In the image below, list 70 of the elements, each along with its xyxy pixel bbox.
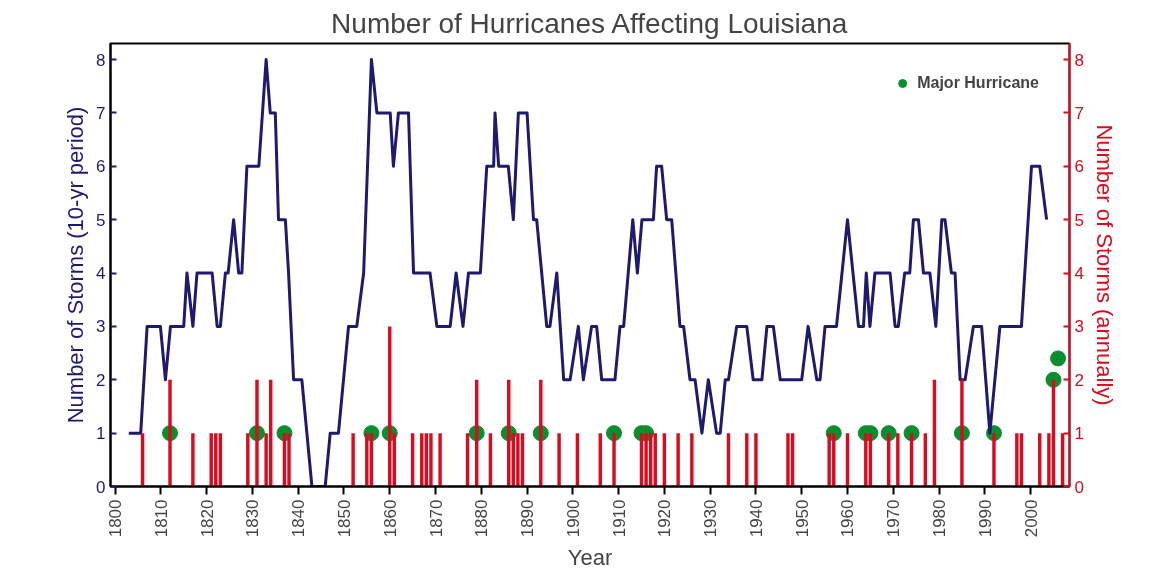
bar <box>168 379 172 487</box>
y2-tick-label: 6 <box>1074 157 1084 177</box>
y2-axis-title: Number of Storms (annually) <box>1091 124 1117 406</box>
x-tick-label: 1910 <box>609 499 629 538</box>
bar <box>365 433 369 487</box>
y-tick-label: 8 <box>96 50 106 70</box>
x-tick-label: 1860 <box>380 499 400 538</box>
x-tick-label: 1820 <box>197 499 217 538</box>
bar <box>1015 433 1019 487</box>
bar <box>557 433 561 487</box>
x-tick-label: 1950 <box>792 499 812 538</box>
line-series <box>127 58 1049 487</box>
bar <box>539 379 543 487</box>
bar <box>827 433 831 487</box>
x-tick-label: 1920 <box>655 499 675 538</box>
chart-title: Number of Hurricanes Affecting Louisiana <box>331 7 848 39</box>
y2-tick-label: 2 <box>1074 370 1084 390</box>
bar <box>786 433 790 487</box>
y2-tick-label: 1 <box>1074 424 1084 444</box>
y2-tick-label: 8 <box>1074 50 1084 70</box>
y2-tick-label: 4 <box>1074 264 1084 284</box>
x-tick-label: 1980 <box>930 499 950 538</box>
y2-tick-label: 5 <box>1074 210 1084 230</box>
bar <box>864 433 868 487</box>
bar <box>351 433 355 487</box>
bar <box>438 433 442 487</box>
x-tick-label: 1940 <box>746 499 766 538</box>
y-tick-label: 0 <box>96 477 106 497</box>
bar <box>191 433 195 487</box>
y-tick-label: 2 <box>96 370 106 390</box>
x-tick-label: 2000 <box>1021 499 1041 538</box>
bar <box>612 433 616 487</box>
bar <box>429 433 433 487</box>
x-axis-title: Year <box>567 545 613 571</box>
x-tick-label: 1990 <box>975 499 995 538</box>
x-tick-label: 1960 <box>838 499 858 538</box>
y2-tick-label: 0 <box>1074 477 1084 497</box>
x-tick-label: 1890 <box>518 499 538 538</box>
x-tick-label: 1840 <box>289 499 309 538</box>
bar <box>516 433 520 487</box>
y2-tick-label: 7 <box>1074 103 1084 123</box>
y-tick-label: 3 <box>96 317 106 337</box>
bar <box>992 433 996 487</box>
y-tick-label: 6 <box>96 157 106 177</box>
bar <box>896 433 900 487</box>
bar <box>676 433 680 487</box>
x-tick-label: 1970 <box>884 499 904 538</box>
bar <box>246 433 250 487</box>
x-tick-label: 1930 <box>701 499 721 538</box>
bar <box>287 433 291 487</box>
bar <box>754 433 758 487</box>
x-tick-label: 1900 <box>563 499 583 538</box>
bar <box>255 379 259 487</box>
y-tick-label: 7 <box>96 103 106 123</box>
point <box>1050 350 1067 367</box>
legend-label: Major Hurricane <box>917 74 1039 92</box>
x-tick-label: 1880 <box>472 499 492 538</box>
bar <box>690 433 694 487</box>
y-tick-label: 1 <box>96 424 106 444</box>
y-tick-label: 4 <box>96 264 106 284</box>
x-tick-label: 1870 <box>426 499 446 538</box>
x-tick-label: 1830 <box>243 499 263 538</box>
x-tick-label: 1850 <box>334 499 354 538</box>
x-tick-label: 1810 <box>151 499 171 538</box>
y-axis-title: Number of Storms (10-yr period) <box>63 106 89 424</box>
bar <box>960 379 964 487</box>
x-tick-label: 1800 <box>106 499 126 538</box>
bar <box>644 433 648 487</box>
y-tick-label: 5 <box>96 210 106 230</box>
y2-tick-label: 3 <box>1074 317 1084 337</box>
